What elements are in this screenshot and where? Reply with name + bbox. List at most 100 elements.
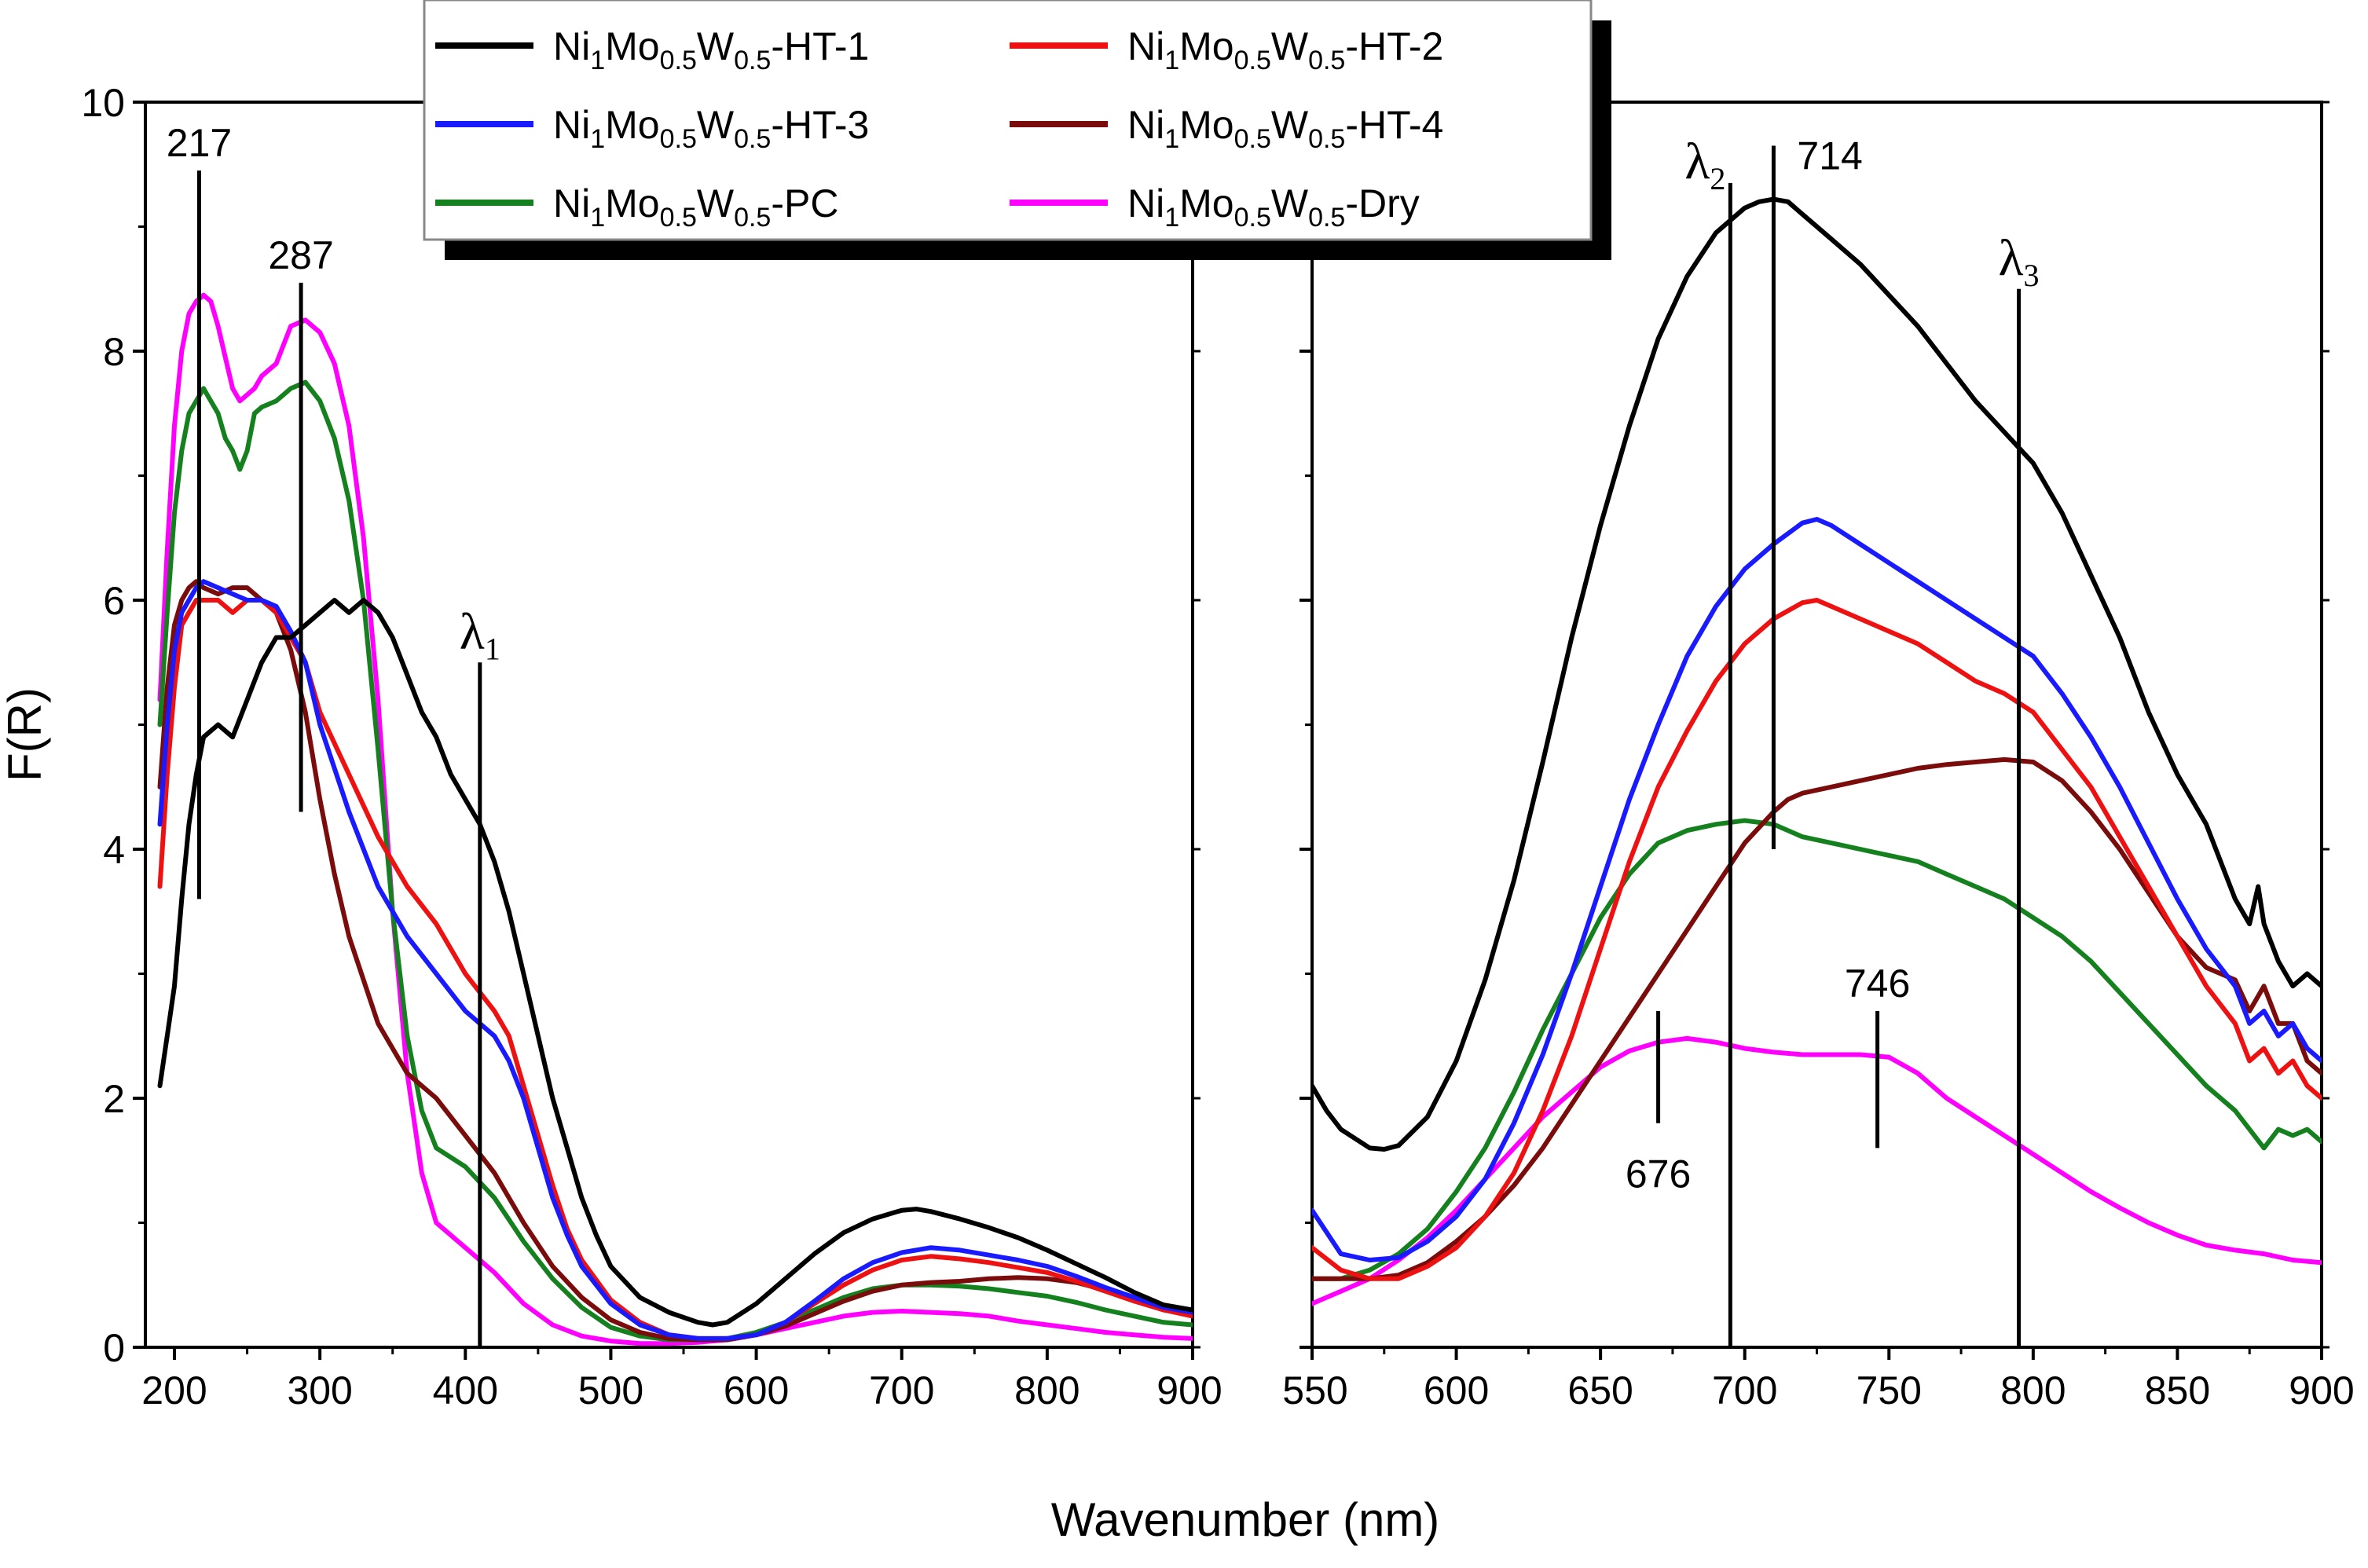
- marker-label-main: λ: [1684, 133, 1710, 190]
- legend-label-dry: Ni1Mo0.5W0.5-Dry: [1127, 181, 1420, 233]
- legend-label-part: 1: [1164, 46, 1179, 75]
- right-x-tick-label: 800: [2000, 1368, 2066, 1412]
- left-series-group: [157, 292, 1193, 1346]
- left-series-line-ht1: [157, 598, 1193, 1328]
- right-marker-label: λ3: [1998, 229, 2039, 293]
- legend-label-part: W: [697, 24, 735, 68]
- right-x-tick-label: 850: [2145, 1368, 2210, 1412]
- marker-label-sub: 1: [485, 631, 500, 666]
- legend-label-part: 0.5: [734, 124, 771, 154]
- marker-label-main: 217: [167, 121, 232, 165]
- legend-label-part: -PC: [771, 181, 838, 225]
- legend-label-part: Ni: [553, 103, 590, 147]
- legend-label-part: W: [697, 181, 735, 225]
- marker-label-main: 746: [1845, 962, 1910, 1006]
- legend-label-part: 0.5: [660, 46, 697, 75]
- legend-label-part: W: [1271, 103, 1309, 147]
- right-x-tick-label: 700: [1712, 1368, 1777, 1412]
- left-x-tick-label: 900: [1157, 1368, 1222, 1412]
- left-series-line-ht2: [157, 598, 1193, 1341]
- marker-label-main: 287: [268, 233, 333, 277]
- legend-label-ht3: Ni1Mo0.5W0.5-HT-3: [553, 103, 869, 154]
- right-x-tick-label: 550: [1282, 1368, 1347, 1412]
- legend-label-part: 1: [590, 124, 605, 154]
- y-tick-label: 10: [81, 81, 125, 125]
- left-marker-label: 287: [268, 233, 333, 277]
- legend-label-part: Ni: [553, 24, 590, 68]
- legend-label-part: Mo: [605, 103, 659, 147]
- left-x-tick-label: 300: [287, 1368, 352, 1412]
- left-x-tick-label: 500: [578, 1368, 643, 1412]
- left-series-line-ht3: [157, 579, 1193, 1341]
- legend-label-part: Mo: [605, 181, 659, 225]
- left-marker-label: 217: [167, 121, 232, 165]
- x-axis-label: Wavenumber (nm): [1051, 1493, 1440, 1546]
- left-series-line-dry: [157, 292, 1193, 1346]
- y-axis-label: F(R): [0, 687, 51, 782]
- left-x-tick-label: 400: [433, 1368, 498, 1412]
- right-x-tick-label: 650: [1567, 1368, 1633, 1412]
- legend-label-part: W: [1271, 181, 1309, 225]
- legend-label-ht4: Ni1Mo0.5W0.5-HT-4: [1127, 103, 1443, 154]
- legend-label-part: Mo: [1179, 24, 1233, 68]
- legend-label-part: 0.5: [1308, 46, 1345, 75]
- legend-label-part: 0.5: [734, 46, 771, 75]
- right-marker-label: 746: [1845, 962, 1910, 1006]
- y-tick-label: 2: [103, 1077, 125, 1121]
- legend-label-pc: Ni1Mo0.5W0.5-PC: [553, 181, 838, 233]
- left-x-tick-label: 600: [724, 1368, 789, 1412]
- left-x-tick-label: 200: [141, 1368, 207, 1412]
- right-series-line-ht1: [1312, 196, 2322, 1152]
- legend-label-part: -HT-3: [771, 103, 869, 147]
- legend-label-part: 0.5: [1234, 124, 1271, 154]
- right-marker-label: λ2: [1684, 133, 1725, 196]
- legend-label-part: Ni: [1127, 103, 1164, 147]
- legend-label-part: 1: [1164, 124, 1179, 154]
- legend-label-part: Ni: [553, 181, 590, 225]
- marker-label-main: 676: [1626, 1152, 1691, 1196]
- marker-label-main: 714: [1797, 134, 1862, 178]
- legend-label-part: 0.5: [660, 203, 697, 233]
- right-x-tick-label: 600: [1424, 1368, 1489, 1412]
- right-x-tick-label: 900: [2289, 1368, 2354, 1412]
- legend-label-part: 0.5: [1308, 124, 1345, 154]
- legend-label-part: -HT-1: [771, 24, 869, 68]
- legend-label-part: Mo: [1179, 103, 1233, 147]
- legend-box: [423, 0, 1593, 241]
- y-tick-label: 0: [103, 1326, 125, 1370]
- legend-label-part: -Dry: [1345, 181, 1419, 225]
- right-marker-label: 676: [1626, 1152, 1691, 1196]
- legend-label-part: 1: [590, 46, 605, 75]
- marker-label-main: λ: [460, 603, 485, 660]
- legend-label-part: -HT-2: [1345, 24, 1443, 68]
- right-series-group: [1312, 196, 2322, 1306]
- legend-label-part: 1: [1164, 203, 1179, 233]
- legend-label-part: Mo: [605, 24, 659, 68]
- legend-label-part: -HT-4: [1345, 103, 1443, 147]
- marker-label-sub: 3: [2024, 258, 2040, 293]
- right-series-line-ht3: [1312, 517, 2322, 1262]
- right-x-tick-label: 750: [1857, 1368, 1922, 1412]
- right-series-line-ht2: [1312, 598, 2322, 1281]
- left-marker-label: λ1: [460, 603, 500, 666]
- right-series-line-ht4: [1312, 757, 2322, 1281]
- y-tick-label: 6: [103, 579, 125, 623]
- legend-label-part: 0.5: [1234, 203, 1271, 233]
- legend-label-part: 1: [590, 203, 605, 233]
- legend-label-part: W: [1271, 24, 1309, 68]
- legend-label-part: Ni: [1127, 24, 1164, 68]
- y-tick-label: 8: [103, 330, 125, 374]
- legend-label-ht1: Ni1Mo0.5W0.5-HT-1: [553, 24, 869, 75]
- marker-label-main: λ: [1998, 229, 2023, 287]
- legend-label-part: Mo: [1179, 181, 1233, 225]
- left-x-tick-label: 700: [869, 1368, 934, 1412]
- legend: Ni1Mo0.5W0.5-HT-1 Ni1Mo0.5W0.5-HT-2Ni1Mo0…: [423, 0, 1611, 260]
- legend-label-part: 0.5: [1234, 46, 1271, 75]
- marker-label-sub: 2: [1710, 161, 1725, 196]
- legend-label-part: Ni: [1127, 181, 1164, 225]
